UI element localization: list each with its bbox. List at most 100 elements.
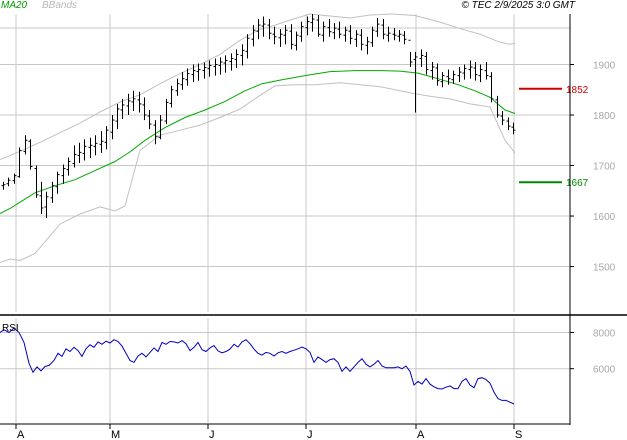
ohlc-bar <box>104 126 109 150</box>
ohlc-bar <box>305 16 310 36</box>
ohlc-bar <box>142 97 147 121</box>
ohlc-bar <box>23 135 28 155</box>
ohlc-bar <box>137 91 142 113</box>
ohlc-bar <box>147 109 152 130</box>
rsi-ytick-label: 6000 <box>593 365 616 376</box>
ohlc-bar <box>419 49 424 68</box>
price-ytick-label: 1700 <box>593 162 616 173</box>
ohlc-bar <box>365 36 370 55</box>
x-tick-label: J <box>307 429 313 440</box>
ohlc-bar <box>88 137 93 158</box>
ohlc-bar <box>34 165 39 198</box>
bband-lower-line <box>0 82 516 263</box>
ohlc-bar <box>93 135 98 156</box>
ohlc-bar <box>240 44 245 66</box>
ohlc-bar <box>213 58 218 76</box>
ohlc-bar <box>397 30 402 42</box>
ma20-line <box>0 70 516 214</box>
ohlc-bar <box>218 57 223 75</box>
ohlc-bar <box>261 16 266 37</box>
ohlc-bar <box>435 63 440 86</box>
ohlc-bar <box>158 115 163 140</box>
x-tick-label: M <box>111 429 120 440</box>
ohlc-bar <box>207 60 212 77</box>
ohlc-bar <box>495 95 500 118</box>
ohlc-bar <box>370 26 375 47</box>
ohlc-bar <box>348 25 353 45</box>
ohlc-bar <box>61 164 66 184</box>
ohlc-bar <box>381 19 386 40</box>
ohlc-bar <box>511 122 516 135</box>
ohlc-bar <box>196 63 201 81</box>
ohlc-bar <box>17 147 22 178</box>
ohlc-bar <box>468 60 473 79</box>
price-ytick-label: 1900 <box>593 61 616 72</box>
ohlc-bar <box>115 103 120 130</box>
ohlc-bar <box>386 26 391 42</box>
ohlc-bar <box>375 18 380 37</box>
ohlc-bar <box>500 110 505 126</box>
ohlc-bar <box>424 51 429 75</box>
ohlc-bar <box>169 85 174 108</box>
ohlc-bar <box>12 173 17 184</box>
ohlc-bar <box>164 98 169 125</box>
ohlc-bar <box>321 21 326 42</box>
ohlc-bar <box>72 145 77 168</box>
ohlc-bar <box>294 31 299 51</box>
ohlc-bar <box>430 61 435 80</box>
ohlc-bar <box>99 131 104 153</box>
ohlc-bar <box>223 55 228 73</box>
resistance-label: 1852 <box>566 85 589 96</box>
x-tick-label: J <box>209 429 215 440</box>
price-ytick-label: 1500 <box>593 263 616 274</box>
ohlc-bar <box>478 64 483 83</box>
ohlc-bar <box>267 19 272 40</box>
ohlc-bar <box>354 30 359 47</box>
ohlc-bar <box>175 78 180 96</box>
ohlc-bar <box>120 98 125 120</box>
ohlc-bar <box>66 157 71 176</box>
ohlc-bar <box>451 70 456 84</box>
price-ytick-label: 1600 <box>593 212 616 223</box>
ohlc-bar <box>126 93 131 116</box>
ohlc-bar <box>110 115 115 140</box>
ohlc-bar <box>202 62 207 79</box>
ohlc-bar <box>316 15 321 37</box>
ohlc-bar <box>402 31 407 45</box>
price-ytick-label: 1800 <box>593 111 616 122</box>
ohlc-bar <box>191 64 196 83</box>
ohlc-bar <box>278 29 283 47</box>
ohlc-bar <box>245 34 250 59</box>
ohlc-bar <box>462 64 467 80</box>
x-tick-label: A <box>17 429 25 440</box>
bband-upper-line <box>0 13 516 160</box>
ohlc-bar <box>489 72 494 103</box>
ohlc-bar <box>440 72 445 88</box>
ohlc-bar <box>484 61 489 80</box>
rsi-line <box>0 327 515 405</box>
ohlc-bar <box>39 181 44 215</box>
ohlc-bar <box>272 26 277 45</box>
legend-bbands: BBands <box>42 0 78 11</box>
ohlc-bar <box>6 177 11 187</box>
ohlc-bar <box>1 181 6 190</box>
ohlc-bar <box>457 67 462 83</box>
ohlc-bar <box>131 90 136 111</box>
ohlc-bar <box>310 14 315 32</box>
rsi-ytick-label: 8000 <box>593 328 616 339</box>
ohlc-bar <box>408 39 413 68</box>
rsi-label: RSI <box>2 323 19 334</box>
ohlc-bar <box>413 51 418 113</box>
ohlc-bar <box>55 171 60 194</box>
ohlc-bar <box>327 19 332 37</box>
ohlc-bar <box>359 29 364 51</box>
ohlc-bar <box>256 19 261 40</box>
ohlc-bar <box>28 139 33 170</box>
x-tick-label: A <box>417 429 425 440</box>
ohlc-bar <box>50 181 55 203</box>
attribution-text: © TEC 2/9/2025 3:0 GMT <box>461 0 575 11</box>
x-tick-label: S <box>515 429 522 440</box>
ohlc-bar <box>506 117 511 131</box>
ohlc-bar <box>299 21 304 42</box>
